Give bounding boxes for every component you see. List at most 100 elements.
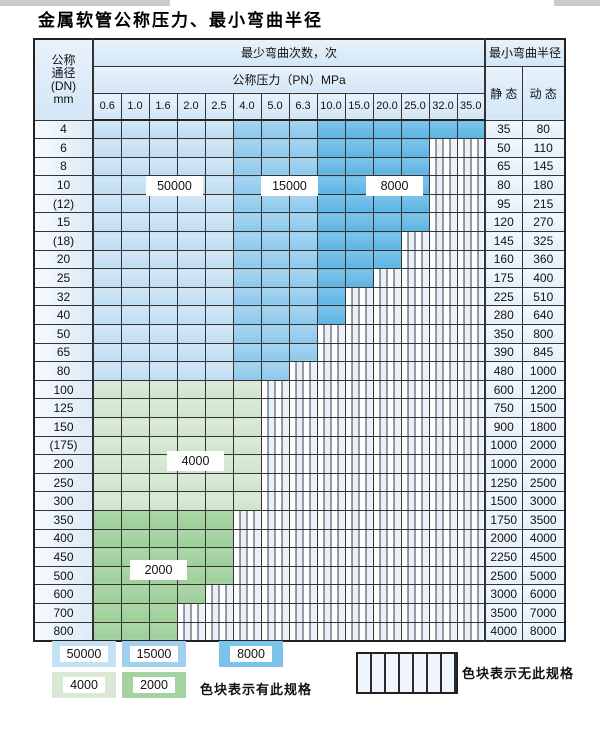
no-spec-cell (344, 417, 374, 437)
spec-cell (120, 602, 150, 623)
spec-cell (120, 472, 150, 493)
no-spec-cell (372, 361, 402, 381)
no-spec-cell (428, 491, 458, 511)
spec-cell (120, 361, 150, 381)
static-radius-cell: 225 (484, 286, 523, 307)
spec-cell (232, 417, 262, 437)
spec-cell (148, 249, 178, 270)
spec-cell (232, 175, 262, 195)
legend-swatch-8000: 8000 (219, 641, 283, 667)
spec-cell (260, 156, 290, 177)
spec-cell (176, 138, 206, 158)
pressure-col-header: 4.0 (232, 92, 262, 121)
spec-cell (232, 342, 262, 363)
spec-cell (148, 138, 178, 158)
static-radius-cell: 95 (484, 193, 523, 214)
spec-cell (148, 212, 178, 233)
spec-cell (232, 268, 262, 288)
no-spec-cell (428, 565, 458, 586)
dn-label-cell: 4 (33, 119, 94, 140)
dn-label-cell: 80 (33, 361, 94, 381)
spec-cell (92, 621, 122, 642)
no-spec-cell (372, 454, 402, 474)
no-spec-cell (400, 472, 430, 493)
dn-label-cell: 700 (33, 602, 94, 623)
spec-cell (260, 361, 290, 381)
spec-cell (92, 547, 122, 567)
static-radius-cell: 175 (484, 268, 523, 288)
table-row: 500 2500 5000 (33, 565, 566, 586)
no-spec-cell (456, 249, 486, 270)
table-row: 40 280 640 (33, 305, 566, 326)
static-radius-cell: 3500 (484, 602, 523, 623)
no-spec-cell (288, 454, 318, 474)
static-radius-cell: 1500 (484, 491, 523, 511)
no-spec-cell (260, 379, 290, 400)
dynamic-radius-cell: 3000 (521, 491, 566, 511)
spec-cell (176, 417, 206, 437)
no-spec-cell (232, 584, 262, 604)
dynamic-radius-cell: 4000 (521, 528, 566, 549)
spec-cell (260, 212, 290, 233)
spec-cell (288, 324, 318, 344)
pressure-col-header: 10.0 (316, 92, 346, 121)
spec-cell (92, 138, 122, 158)
no-spec-cell (456, 138, 486, 158)
spec-cell (456, 119, 486, 140)
spec-cell (204, 472, 234, 493)
no-spec-cell (344, 398, 374, 418)
spec-cell (176, 324, 206, 344)
header-row-1: 公称 通径 (DN) mm 最少弯曲次数，次 最小弯曲半径 (33, 38, 566, 121)
spec-cell (176, 193, 206, 214)
dn-label-cell: 6 (33, 138, 94, 158)
no-spec-cell (372, 528, 402, 549)
no-spec-cell (344, 379, 374, 400)
spec-cell (204, 193, 234, 214)
spec-cell (316, 305, 346, 326)
dynamic-radius-cell: 1200 (521, 379, 566, 400)
spec-cell (148, 472, 178, 493)
legend-swatch-4000: 4000 (52, 672, 116, 698)
no-spec-cell (428, 249, 458, 270)
no-spec-cell (316, 342, 346, 363)
legend-swatch-label: 15000 (129, 646, 179, 662)
spec-cell (148, 342, 178, 363)
scan-artifact-left (0, 0, 170, 6)
spec-cell (204, 491, 234, 511)
no-spec-cell (400, 398, 430, 418)
dynamic-radius-cell: 270 (521, 212, 566, 233)
dynamic-header: 动 态 (521, 65, 566, 121)
table-row: 100 600 1200 (33, 379, 566, 400)
no-spec-cell (344, 435, 374, 456)
dynamic-radius-cell: 800 (521, 324, 566, 344)
no-spec-cell (400, 249, 430, 270)
no-spec-cell (176, 621, 206, 642)
table-row: 50 350 800 (33, 324, 566, 344)
spec-cell (92, 175, 122, 195)
spec-cell (204, 547, 234, 567)
no-spec-cell (456, 602, 486, 623)
static-radius-cell: 2250 (484, 547, 523, 567)
spec-cell (176, 361, 206, 381)
spec-cell (92, 193, 122, 214)
spec-cell (232, 138, 262, 158)
spec-cell (344, 156, 374, 177)
spec-cell (204, 156, 234, 177)
no-spec-cell (344, 361, 374, 381)
spec-cell (232, 286, 262, 307)
spec-cell (288, 119, 318, 140)
pressure-col-header: 5.0 (260, 92, 290, 121)
pressure-values-row: 0.6 1.0 1.6 2.0 2.5 4.0 5.0 6.3 10.0 15.0 20.0 25.0… (34, 92, 565, 121)
no-spec-cell (372, 621, 402, 642)
no-spec-cell (456, 212, 486, 233)
dn-label-cell: 800 (33, 621, 94, 642)
no-spec-cell (372, 584, 402, 604)
spec-cell (232, 212, 262, 233)
no-spec-cell (372, 305, 402, 326)
static-radius-cell: 280 (484, 305, 523, 326)
spec-cell (204, 119, 234, 140)
spec-cell (120, 212, 150, 233)
spec-cell (148, 324, 178, 344)
spec-cell (260, 231, 290, 251)
dynamic-radius-cell: 8000 (521, 621, 566, 642)
